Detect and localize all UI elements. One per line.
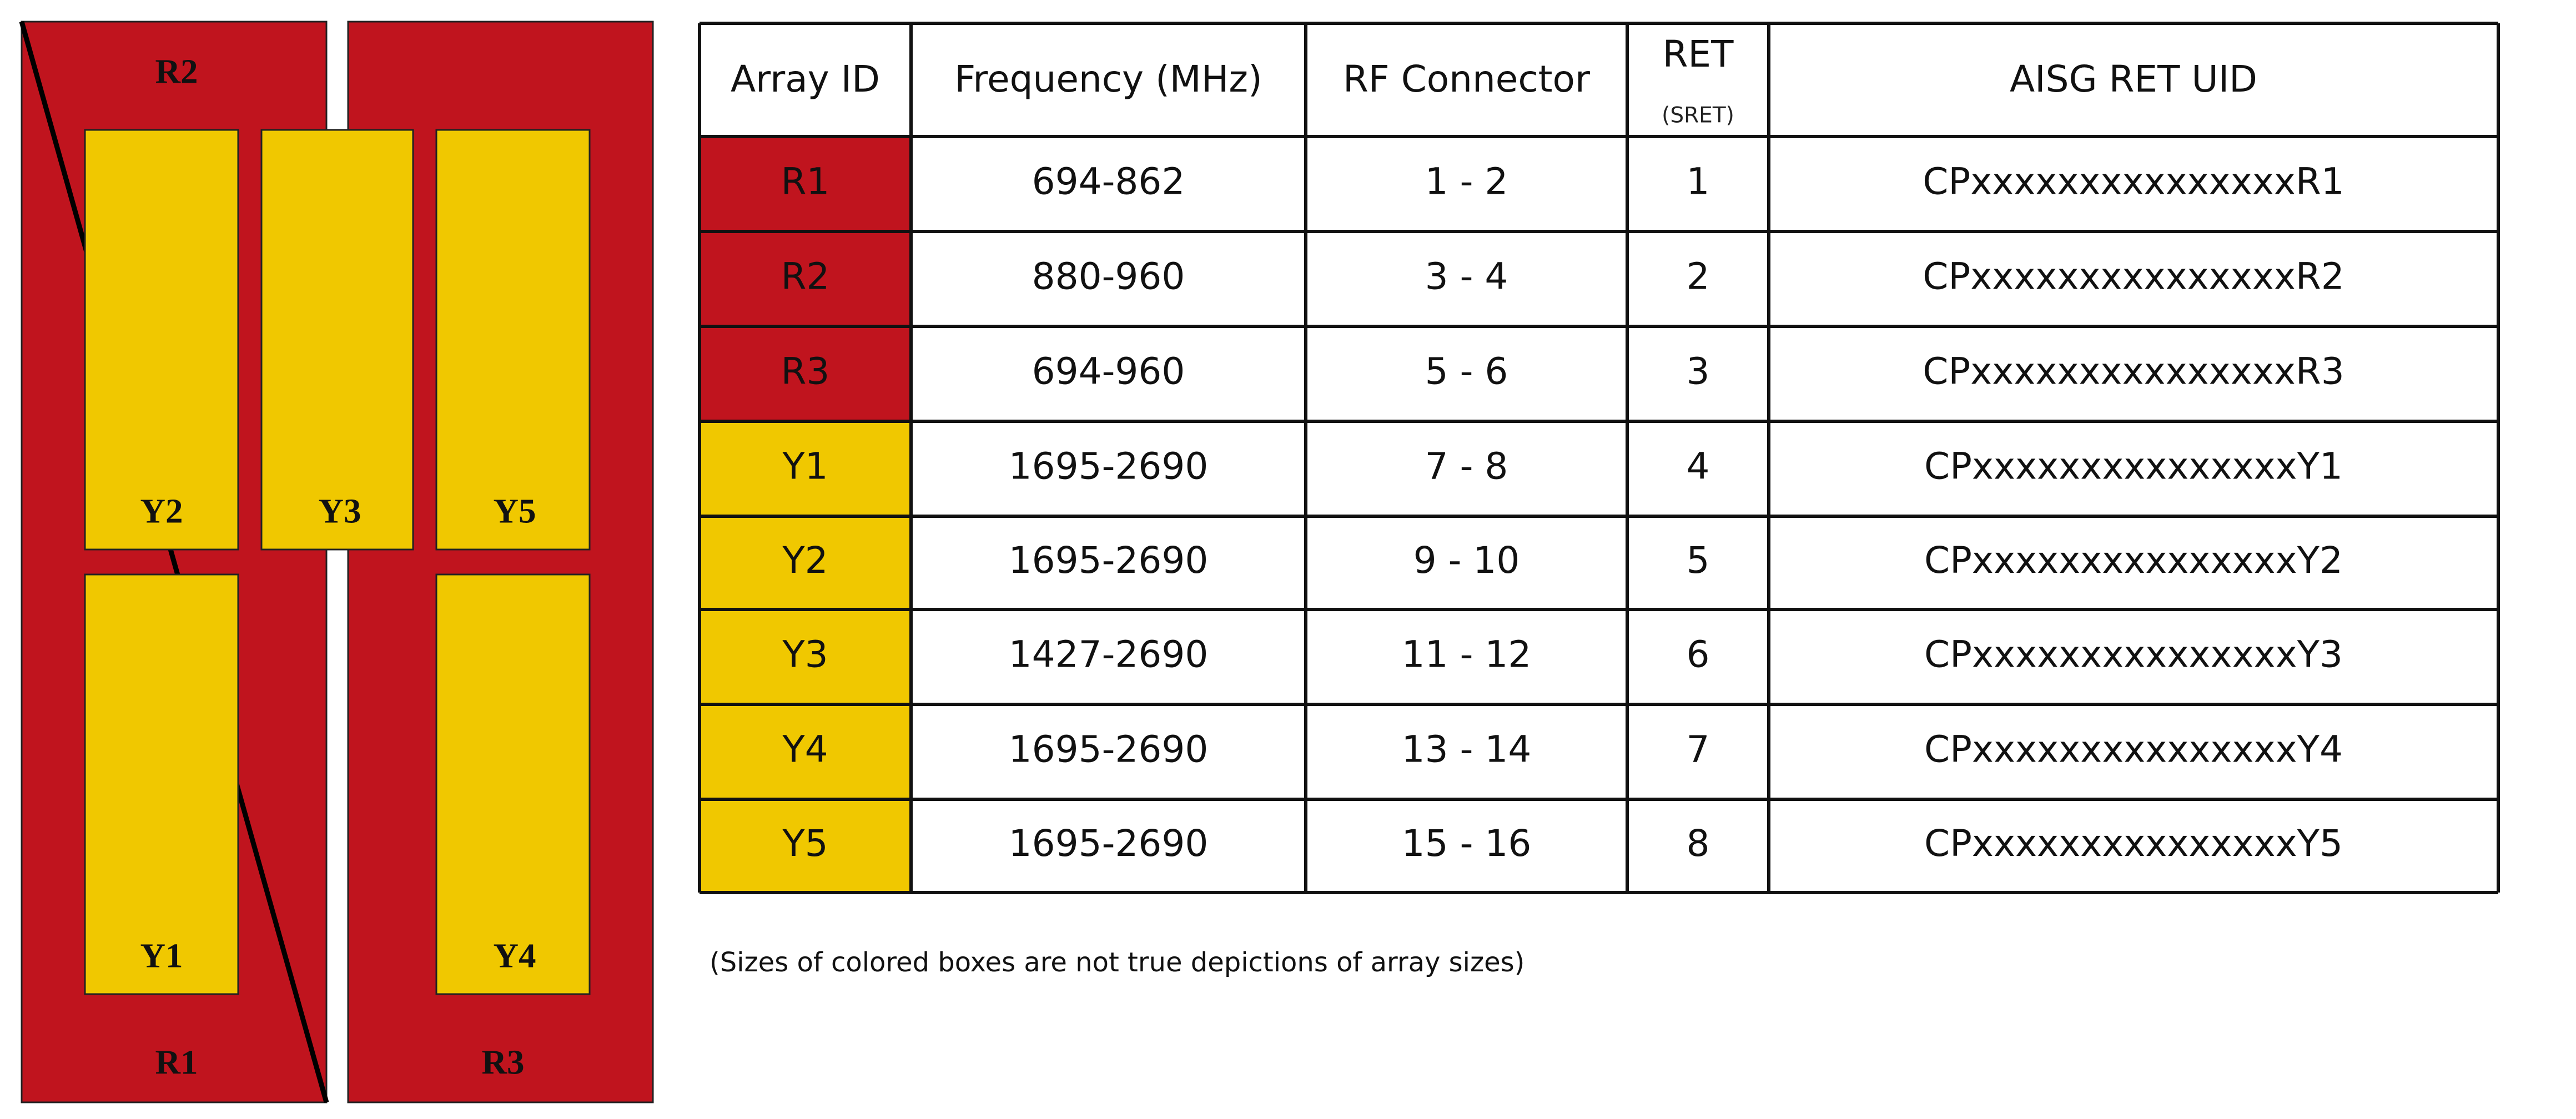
diagonal-divider — [19, 21, 329, 1103]
table-cell: 1695-2690 — [1009, 539, 1209, 582]
table-cell: 11 - 12 — [1402, 633, 1532, 676]
yellow-array — [260, 129, 414, 551]
table-cell: Y5 — [782, 822, 828, 865]
table-cell: R1 — [781, 160, 830, 203]
id-cell-fill — [699, 231, 911, 327]
column-header: AISG RET UID — [2010, 58, 2257, 100]
array-label: Y5 — [494, 491, 536, 530]
array-label: R1 — [155, 1042, 198, 1081]
table-cell: CPxxxxxxxxxxxxxxxY1 — [1924, 445, 2343, 488]
table-cell: 7 — [1687, 728, 1710, 771]
table-cell: 694-960 — [1032, 350, 1185, 393]
column-header: RET — [1663, 33, 1734, 75]
table-cell: 5 — [1687, 539, 1710, 582]
table-cell: CPxxxxxxxxxxxxxxxY2 — [1924, 539, 2343, 582]
yellow-array — [435, 129, 591, 551]
id-cell-fill — [699, 326, 911, 422]
table-cell: 9 - 10 — [1413, 539, 1520, 582]
array-label: R2 — [155, 52, 198, 90]
column-header: Array ID — [731, 58, 880, 100]
array-label: Y2 — [140, 491, 183, 530]
array-label: Y3 — [319, 491, 361, 530]
id-cell-fill — [699, 516, 911, 609]
footnote: (Sizes of colored boxes are not true dep… — [710, 947, 1525, 978]
table-cell: 4 — [1687, 445, 1710, 488]
table-cell: 1 — [1687, 160, 1710, 203]
table-cell: R2 — [781, 255, 830, 298]
array-label: Y4 — [494, 936, 536, 975]
table-cell: 15 - 16 — [1402, 822, 1532, 865]
id-cell-fill — [699, 799, 911, 893]
id-cell-fill — [699, 609, 911, 704]
id-cell-fill — [699, 704, 911, 799]
table-cell: 694-862 — [1032, 160, 1185, 203]
yellow-array — [84, 129, 239, 551]
array-label: Y1 — [140, 936, 183, 975]
table-cell: 1695-2690 — [1009, 822, 1209, 865]
table-cell: CPxxxxxxxxxxxxxxxR2 — [1923, 255, 2344, 298]
table-cell: 6 — [1687, 633, 1710, 676]
table-cell: 880-960 — [1032, 255, 1185, 298]
table-cell: 13 - 14 — [1402, 728, 1532, 771]
table-cell: CPxxxxxxxxxxxxxxxY3 — [1924, 633, 2343, 676]
table-cell: Y2 — [782, 539, 828, 582]
column-header: Frequency (MHz) — [954, 58, 1262, 100]
table-cell: 2 — [1687, 255, 1710, 298]
table-cell: 1695-2690 — [1009, 445, 1209, 488]
id-cell-fill — [699, 137, 911, 232]
column-header: RF Connector — [1343, 58, 1591, 100]
table-cell: CPxxxxxxxxxxxxxxxR3 — [1923, 350, 2344, 393]
id-cell-fill — [699, 421, 911, 517]
table-cell: 7 - 8 — [1425, 445, 1508, 488]
table-cell: 1695-2690 — [1009, 728, 1209, 771]
table-cell: 8 — [1687, 822, 1710, 865]
table-cell: 1427-2690 — [1009, 633, 1209, 676]
table-cell: 3 — [1687, 350, 1710, 393]
table-cell: Y3 — [782, 633, 828, 676]
table-cell: R3 — [781, 350, 830, 393]
table-cell: Y1 — [782, 445, 828, 488]
column-subheader: (SRET) — [1662, 103, 1734, 128]
table-cell: 1 - 2 — [1425, 160, 1508, 203]
table-cell: 5 - 6 — [1425, 350, 1508, 393]
table-cell: CPxxxxxxxxxxxxxxxY5 — [1924, 822, 2343, 865]
table-cell: Y4 — [782, 728, 828, 771]
yellow-array — [84, 573, 239, 995]
table-cell: CPxxxxxxxxxxxxxxxR1 — [1923, 160, 2344, 203]
table-cell: 3 - 4 — [1425, 255, 1508, 298]
array-label: R3 — [482, 1042, 525, 1081]
yellow-array — [435, 573, 591, 995]
table-cell: CPxxxxxxxxxxxxxxxY4 — [1924, 728, 2343, 771]
